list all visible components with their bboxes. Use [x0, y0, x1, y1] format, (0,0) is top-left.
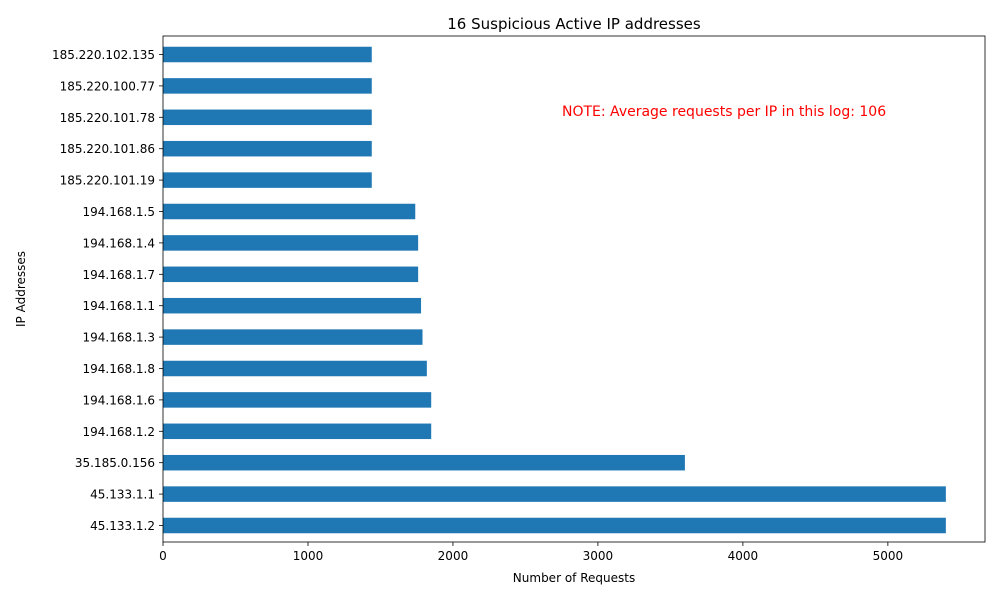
x-tick-label: 2000 [438, 549, 469, 563]
bar-185-220-101-86 [163, 140, 372, 157]
chart-title: 16 Suspicious Active IP addresses [447, 15, 701, 33]
x-axis-label: Number of Requests [513, 571, 635, 585]
y-tick-label: 194.168.1.6 [82, 393, 155, 407]
y-tick-label: 185.220.101.86 [60, 142, 155, 156]
y-tick-label: 185.220.101.19 [60, 174, 155, 188]
x-tick-label: 5000 [873, 549, 904, 563]
bar-45-133-1-2 [163, 517, 946, 534]
bar-35-185-0-156 [163, 454, 685, 471]
bars-group [163, 46, 946, 534]
x-tick-label: 1000 [293, 549, 324, 563]
y-tick-label: 194.168.1.8 [82, 362, 155, 376]
y-tick-label: 194.168.1.7 [82, 268, 155, 282]
plot-frame [162, 35, 986, 543]
bar-194-168-1-4 [163, 235, 419, 251]
x-tick-label: 0 [159, 549, 167, 563]
y-tick-label: 194.168.1.1 [82, 299, 155, 313]
y-tick-label: 194.168.1.3 [82, 331, 155, 345]
bar-185-220-102-135 [163, 46, 372, 63]
bar-194-168-1-6 [163, 392, 432, 408]
x-tick-label: 3000 [583, 549, 614, 563]
bar-194-168-1-1 [163, 297, 422, 314]
y-tick-label: 185.220.101.78 [60, 111, 155, 125]
bar-194-168-1-7 [163, 266, 419, 283]
x-tick-label: 4000 [728, 549, 759, 563]
y-ticks-group: 45.133.1.2 45.133.1.1 35.185.0.156 194.168.… [52, 48, 163, 533]
y-tick-label: 194.168.1.4 [82, 236, 155, 250]
y-tick-label: 45.133.1.1 [90, 488, 155, 502]
bar-185-220-101-19 [163, 172, 372, 188]
bar-185-220-100-77 [163, 78, 372, 94]
bar-194-168-1-3 [163, 329, 423, 345]
y-tick-label: 185.220.100.77 [60, 79, 155, 93]
bar-194-168-1-5 [163, 203, 416, 220]
average-note-annotation: NOTE: Average requests per IP in this lo… [562, 104, 886, 120]
y-tick-label: 194.168.1.2 [82, 425, 155, 439]
bar-194-168-1-2 [163, 423, 432, 440]
x-ticks-group: 0 1000 2000 3000 4000 5000 [159, 542, 903, 563]
bar-194-168-1-8 [163, 360, 427, 377]
y-tick-label: 45.133.1.2 [90, 519, 155, 533]
bar-185-220-101-78 [163, 109, 372, 126]
y-tick-label: 194.168.1.5 [82, 205, 155, 219]
bar-45-133-1-1 [163, 486, 946, 502]
y-tick-label: 185.220.102.135 [52, 48, 155, 62]
y-axis-label: IP Addresses [14, 251, 28, 327]
y-tick-label: 35.185.0.156 [75, 456, 155, 470]
